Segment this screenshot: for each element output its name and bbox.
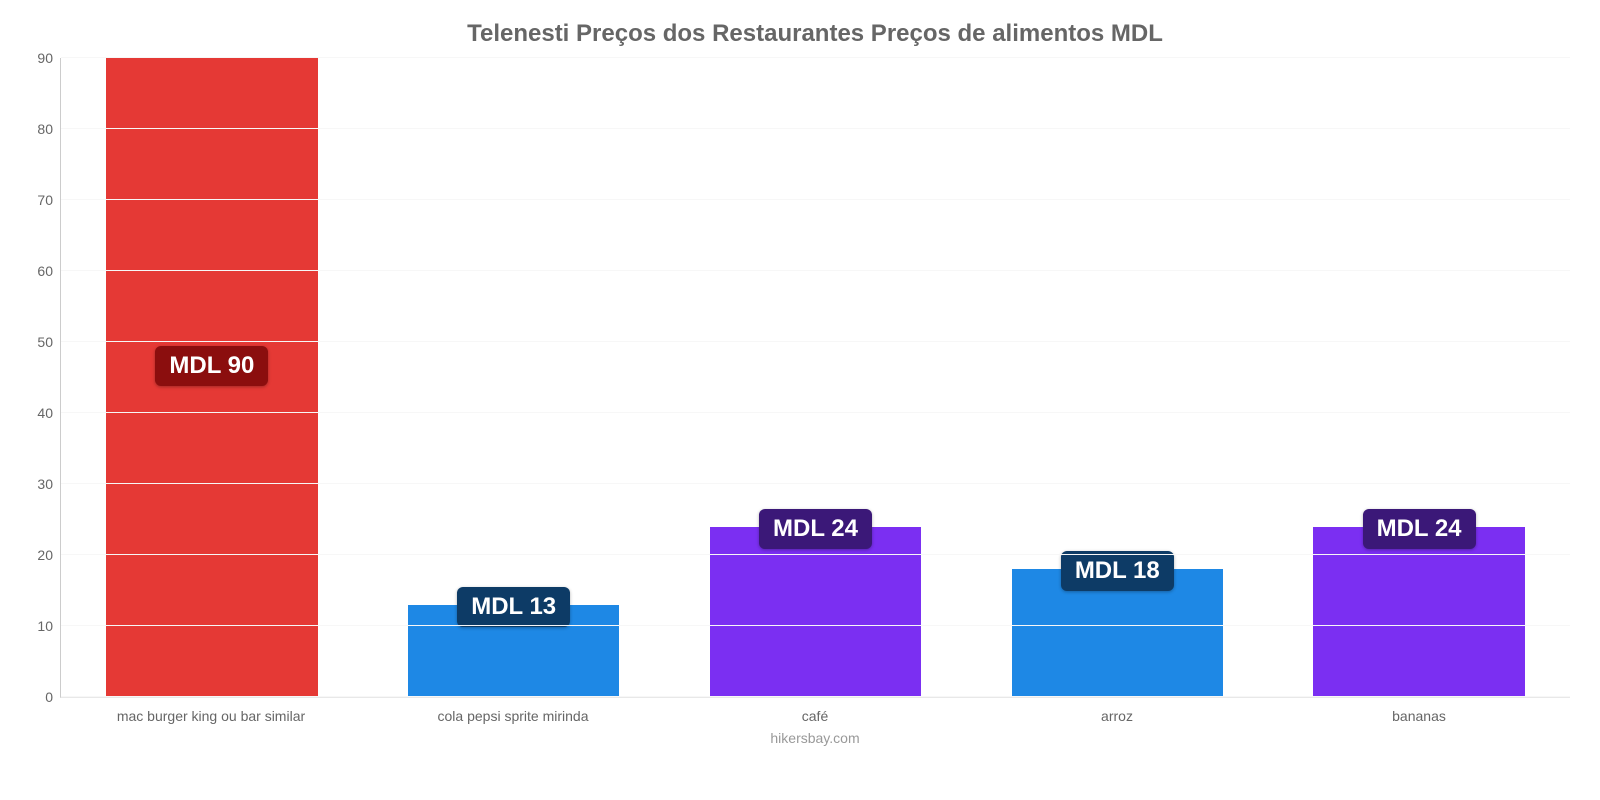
bar-slot: MDL 90 bbox=[61, 58, 363, 697]
value-label: MDL 24 bbox=[759, 509, 872, 549]
bar-arroz: MDL 18 bbox=[1012, 569, 1223, 697]
bar-slot: MDL 24 bbox=[1268, 58, 1570, 697]
y-axis-tick-label: 60 bbox=[37, 263, 61, 279]
bars-group: MDL 90 MDL 13 MDL 24 MDL 18 MDL bbox=[61, 58, 1570, 697]
x-axis: mac burger king ou bar similar cola peps… bbox=[60, 708, 1570, 724]
y-axis-tick-label: 50 bbox=[37, 334, 61, 350]
x-axis-label: café bbox=[664, 708, 966, 724]
plot-area: MDL 90 MDL 13 MDL 24 MDL 18 MDL bbox=[60, 58, 1570, 698]
y-axis-tick-label: 80 bbox=[37, 121, 61, 137]
gridline bbox=[61, 412, 1570, 413]
x-axis-label: bananas bbox=[1268, 708, 1570, 724]
bar-slot: MDL 24 bbox=[665, 58, 967, 697]
gridline bbox=[61, 199, 1570, 200]
gridline bbox=[61, 696, 1570, 697]
x-axis-label: cola pepsi sprite mirinda bbox=[362, 708, 664, 724]
bar-slot: MDL 18 bbox=[966, 58, 1268, 697]
bar-mac: MDL 90 bbox=[106, 58, 317, 697]
x-axis-label: arroz bbox=[966, 708, 1268, 724]
gridline bbox=[61, 270, 1570, 271]
source-label: hikersbay.com bbox=[60, 730, 1570, 746]
gridline bbox=[61, 341, 1570, 342]
gridline bbox=[61, 483, 1570, 484]
gridline bbox=[61, 57, 1570, 58]
y-axis-tick-label: 30 bbox=[37, 476, 61, 492]
x-axis-label: mac burger king ou bar similar bbox=[60, 708, 362, 724]
y-axis-tick-label: 70 bbox=[37, 192, 61, 208]
chart-title: Telenesti Preços dos Restaurantes Preços… bbox=[60, 20, 1570, 48]
value-label: MDL 90 bbox=[155, 346, 268, 386]
bar-cola: MDL 13 bbox=[408, 605, 619, 697]
value-label: MDL 24 bbox=[1363, 509, 1476, 549]
bar-cafe: MDL 24 bbox=[710, 527, 921, 697]
bar-bananas: MDL 24 bbox=[1313, 527, 1524, 697]
bar-slot: MDL 13 bbox=[363, 58, 665, 697]
y-axis-tick-label: 90 bbox=[37, 50, 61, 66]
value-label: MDL 18 bbox=[1061, 551, 1174, 591]
y-axis-tick-label: 40 bbox=[37, 405, 61, 421]
y-axis-tick-label: 0 bbox=[45, 689, 61, 705]
value-label: MDL 13 bbox=[457, 587, 570, 627]
y-axis-tick-label: 20 bbox=[37, 547, 61, 563]
gridline bbox=[61, 554, 1570, 555]
y-axis-tick-label: 10 bbox=[37, 618, 61, 634]
chart-container: Telenesti Preços dos Restaurantes Preços… bbox=[0, 0, 1600, 800]
gridline bbox=[61, 128, 1570, 129]
gridline bbox=[61, 625, 1570, 626]
